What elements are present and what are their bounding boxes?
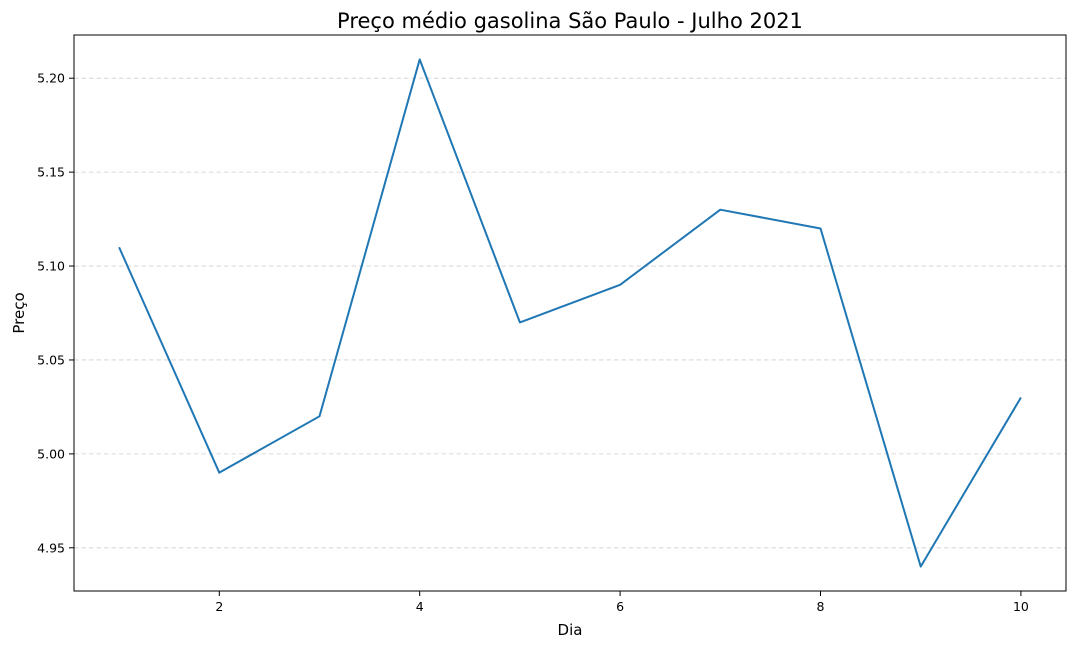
y-tick-label: 5.05 (37, 352, 65, 367)
series-layer (118, 58, 1022, 568)
y-tick-label: 5.15 (37, 165, 65, 180)
x-axis: 2 4 6 8 10 (215, 591, 1029, 614)
x-tick-label: 4 (416, 599, 424, 614)
y-tick-label: 5.10 (37, 259, 65, 274)
y-tick-label: 5.20 (37, 71, 65, 86)
x-tick-label: 6 (616, 599, 624, 614)
plot-area-frame (73, 34, 1067, 592)
series-line (118, 58, 1022, 568)
x-tick-label: 2 (215, 599, 223, 614)
chart-title: Preço médio gasolina São Paulo - Julho 2… (337, 9, 803, 33)
grid-lines (74, 77, 1066, 549)
y-axis-label: Preço (10, 292, 28, 333)
x-tick-label: 10 (1013, 599, 1029, 614)
y-tick-label: 5.00 (37, 446, 65, 461)
y-axis: 4.95 5.00 5.05 5.10 5.15 5.20 (37, 71, 74, 555)
x-axis-label: Dia (558, 621, 583, 639)
y-tick-label: 4.95 (37, 540, 65, 555)
x-tick-label: 8 (817, 599, 825, 614)
